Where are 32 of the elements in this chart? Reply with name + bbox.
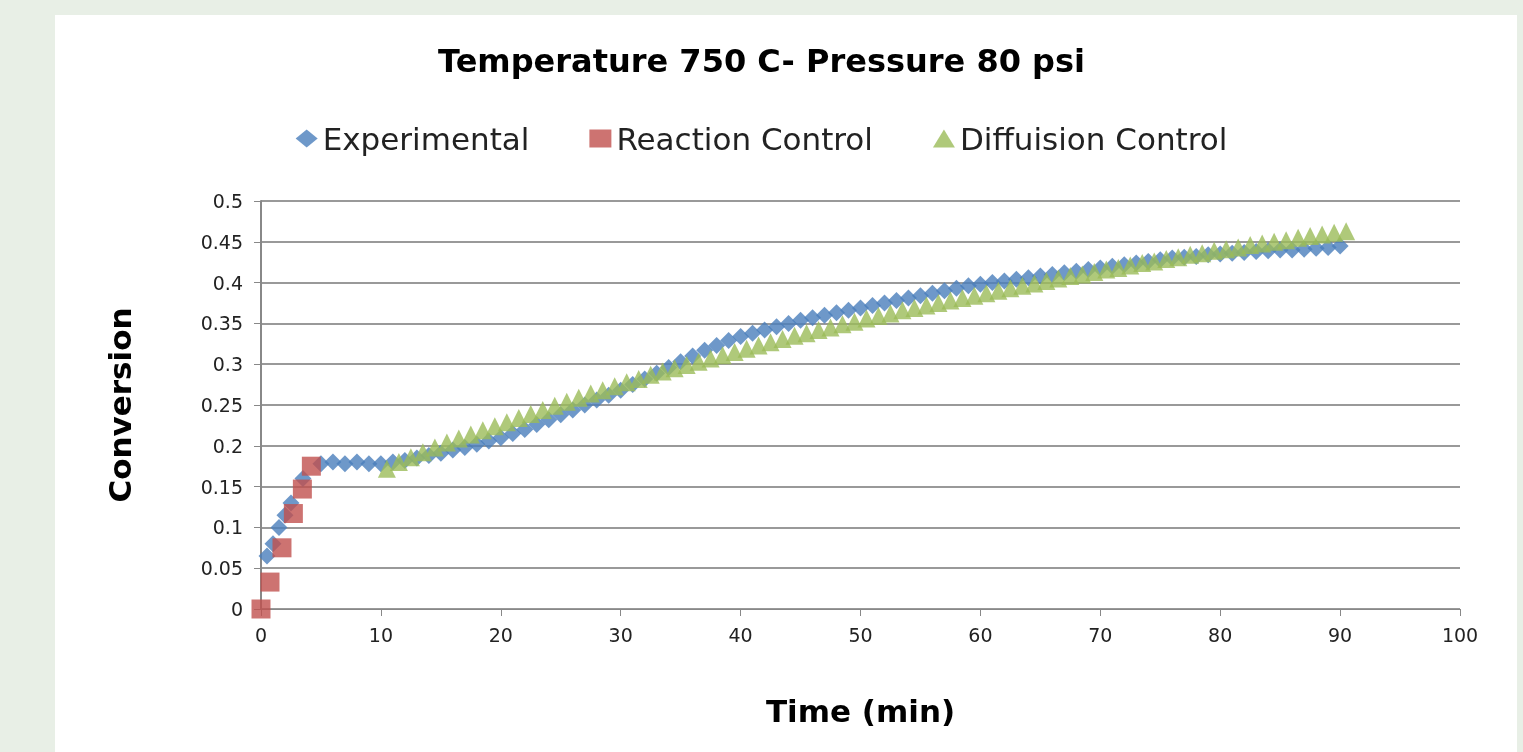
x-tick-label: 70: [1088, 623, 1113, 646]
x-tick-label: 60: [968, 623, 993, 646]
y-tick-label: 0: [230, 598, 243, 620]
y-tick-label: 0.35: [200, 312, 243, 335]
x-tick-label: 90: [1328, 623, 1353, 646]
y-tick-label: 0.2: [212, 434, 243, 457]
x-tick-label: 80: [1208, 623, 1233, 646]
y-tick-label: 0.1: [212, 516, 243, 539]
x-tick-label: 50: [848, 623, 873, 646]
point: [251, 599, 271, 619]
x-tick-label: 10: [368, 623, 393, 646]
y-tick-label: 0.45: [200, 230, 243, 253]
chart-title: Temperature 750 C- Pressure 80 psi: [438, 42, 1085, 80]
x-tick-label: 40: [728, 623, 753, 646]
y-tick-label: 0.4: [212, 271, 243, 294]
y-tick-label: 0.15: [200, 475, 243, 498]
x-tick-label: 30: [608, 623, 633, 646]
y-tick-label: 0.5: [212, 190, 243, 212]
y-tick-label: 0.05: [200, 557, 243, 580]
legend-label: Diffuision Control: [959, 120, 1228, 157]
x-tick-label: 20: [488, 623, 513, 646]
legend-label: Experimental: [322, 120, 530, 157]
x-tick-label: 0: [254, 623, 268, 646]
point: [301, 456, 321, 476]
y-tick-label: 0.25: [200, 394, 243, 416]
y-tick-label: 0.3: [212, 353, 243, 376]
x-axis-title: Time (min): [765, 692, 956, 729]
legend-label: Reaction Control: [616, 120, 873, 157]
x-tick-label: 100: [1441, 623, 1479, 646]
point: [272, 538, 292, 558]
point: [260, 572, 280, 592]
y-axis-title: Conversion: [101, 307, 138, 503]
